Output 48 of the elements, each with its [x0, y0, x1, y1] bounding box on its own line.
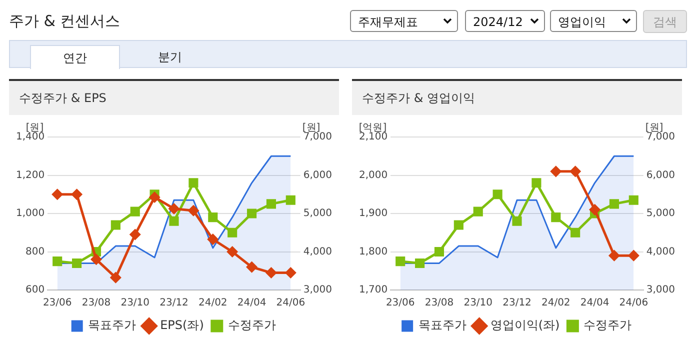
y-tick-label: 600 — [26, 284, 45, 296]
x-tick-label: 23/10 — [120, 298, 150, 309]
x-tick-label: 23/06 — [386, 298, 415, 309]
y-tick-label: 1,000 — [16, 208, 45, 220]
legend-label: 목표주가 — [418, 318, 466, 332]
y-tick-label: 1,700 — [358, 284, 388, 296]
x-tick-label: 23/12 — [160, 298, 188, 309]
x-tick-label: 23/08 — [424, 298, 454, 309]
x-tick-label: 24/04 — [237, 298, 266, 309]
x-tick-label: 23/12 — [502, 298, 532, 309]
x-tick-label: 24/04 — [580, 298, 610, 309]
chart-title: 수정주가 & 영업이익 — [352, 81, 682, 115]
y-tick-label: 2,000 — [358, 170, 388, 181]
y2-tick-label: 3,000 — [646, 284, 676, 296]
chart-title: 수정주가 & EPS — [9, 81, 339, 115]
x-tick-label: 23/06 — [42, 298, 72, 309]
y-tick-label: 1,200 — [16, 170, 45, 181]
x-tick-label: 24/06 — [619, 298, 648, 309]
y-tick-label: 2,100 — [358, 132, 388, 143]
text: 주가 & 컨센서스 — [9, 12, 120, 31]
x-tick-label: 24/02 — [541, 298, 570, 309]
legend-label: 영업이익(좌) — [490, 318, 560, 332]
x-tick-label: 23/10 — [464, 298, 493, 309]
y2-tick-label: 4,000 — [646, 246, 676, 258]
tab-bar: 연간 분기 — [9, 40, 687, 68]
x-tick-label: 24/06 — [276, 298, 306, 309]
y-tick-label: 1,900 — [358, 208, 388, 220]
legend-label: 수정주가 — [228, 318, 276, 332]
dropdown: 2024/12 — [465, 10, 545, 32]
y2-tick-label: 7,000 — [303, 132, 332, 143]
y-tick-label: 800 — [26, 246, 45, 258]
dropdown: 주재무제표 — [350, 10, 458, 32]
x-tick-label: 23/08 — [82, 298, 111, 309]
y-tick-label: 1,800 — [358, 246, 388, 258]
y2-tick-label: 6,000 — [646, 170, 676, 181]
dropdown: 영업이익 — [550, 10, 637, 32]
y2-tick-label: 3,000 — [303, 284, 332, 296]
y2-tick-label: 4,000 — [303, 246, 332, 258]
legend-label: EPS(좌) — [160, 318, 204, 332]
y2-tick-label: 6,000 — [303, 170, 332, 181]
legend-label: 수정주가 — [584, 318, 632, 332]
y2-tick-label: 5,000 — [303, 208, 332, 220]
y2-tick-label: 5,000 — [646, 208, 676, 220]
y2-tick-label: 7,000 — [646, 132, 676, 143]
x-tick-label: 24/02 — [198, 298, 228, 309]
search-button: 검색 — [643, 10, 687, 33]
legend-label: 목표주가 — [88, 318, 136, 332]
y-tick-label: 1,400 — [16, 132, 45, 143]
